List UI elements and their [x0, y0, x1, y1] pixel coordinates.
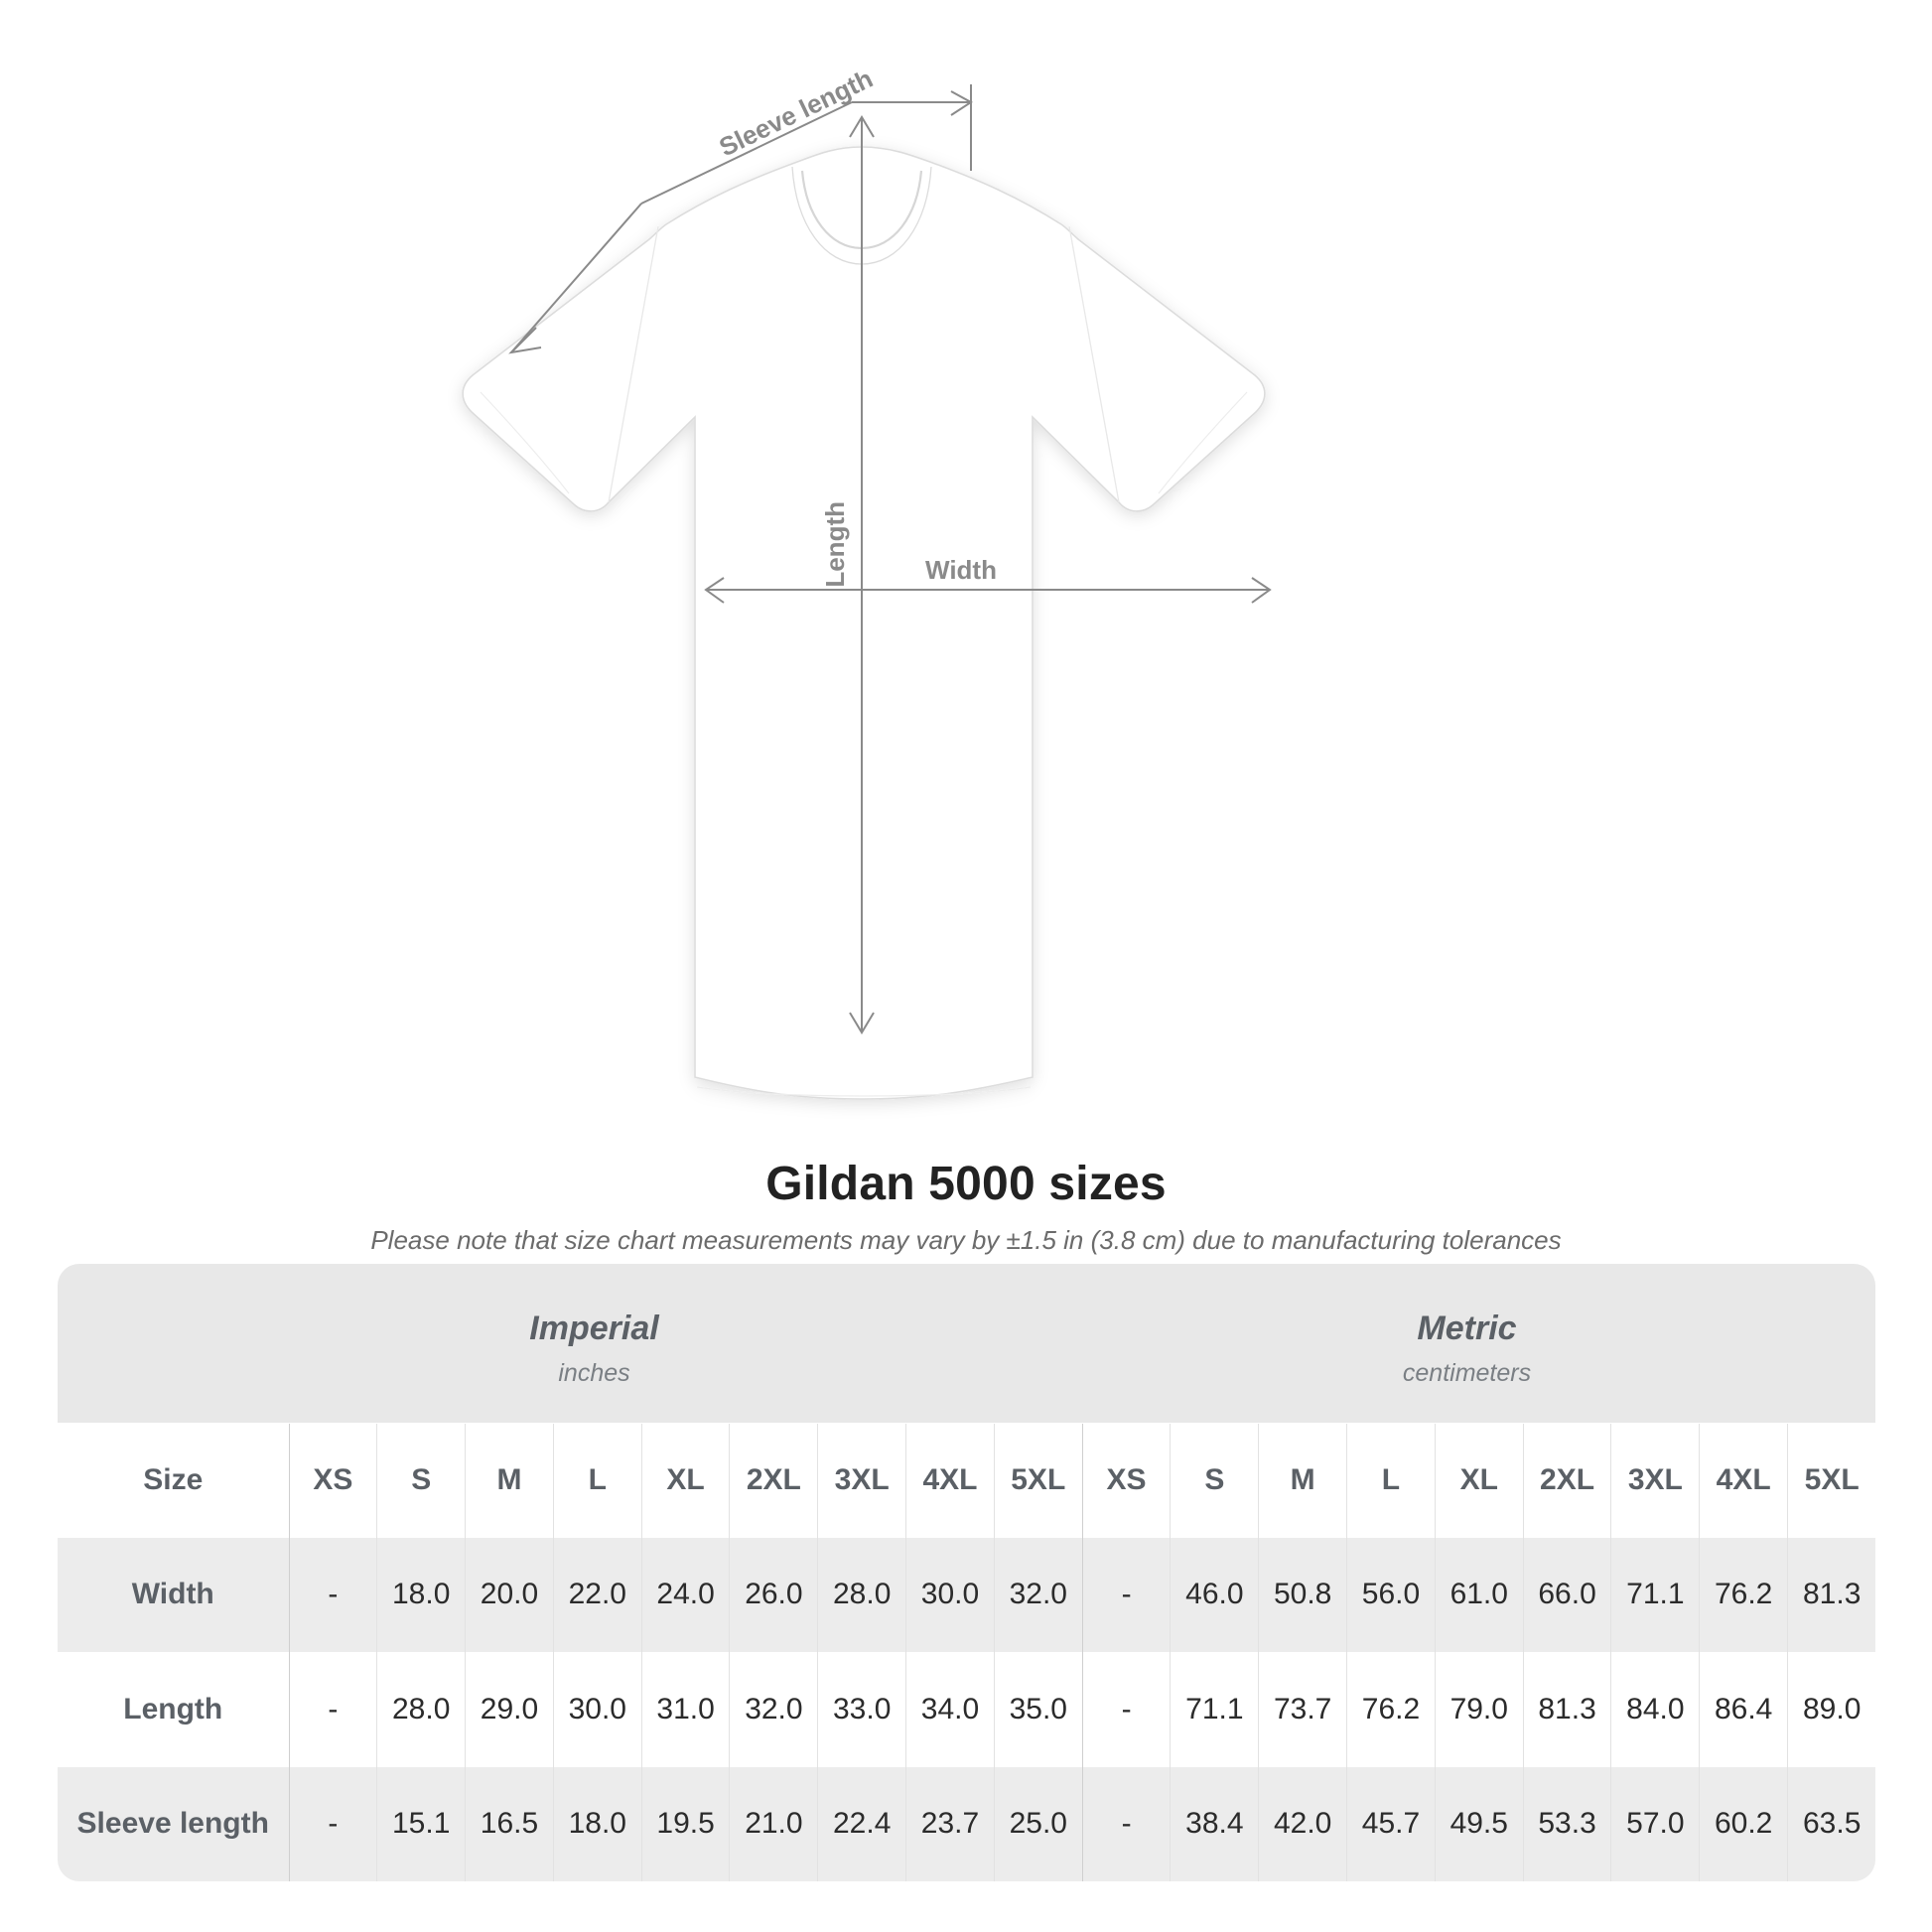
svg-text:Length: Length: [820, 501, 850, 588]
svg-text:Width: Width: [925, 555, 997, 585]
